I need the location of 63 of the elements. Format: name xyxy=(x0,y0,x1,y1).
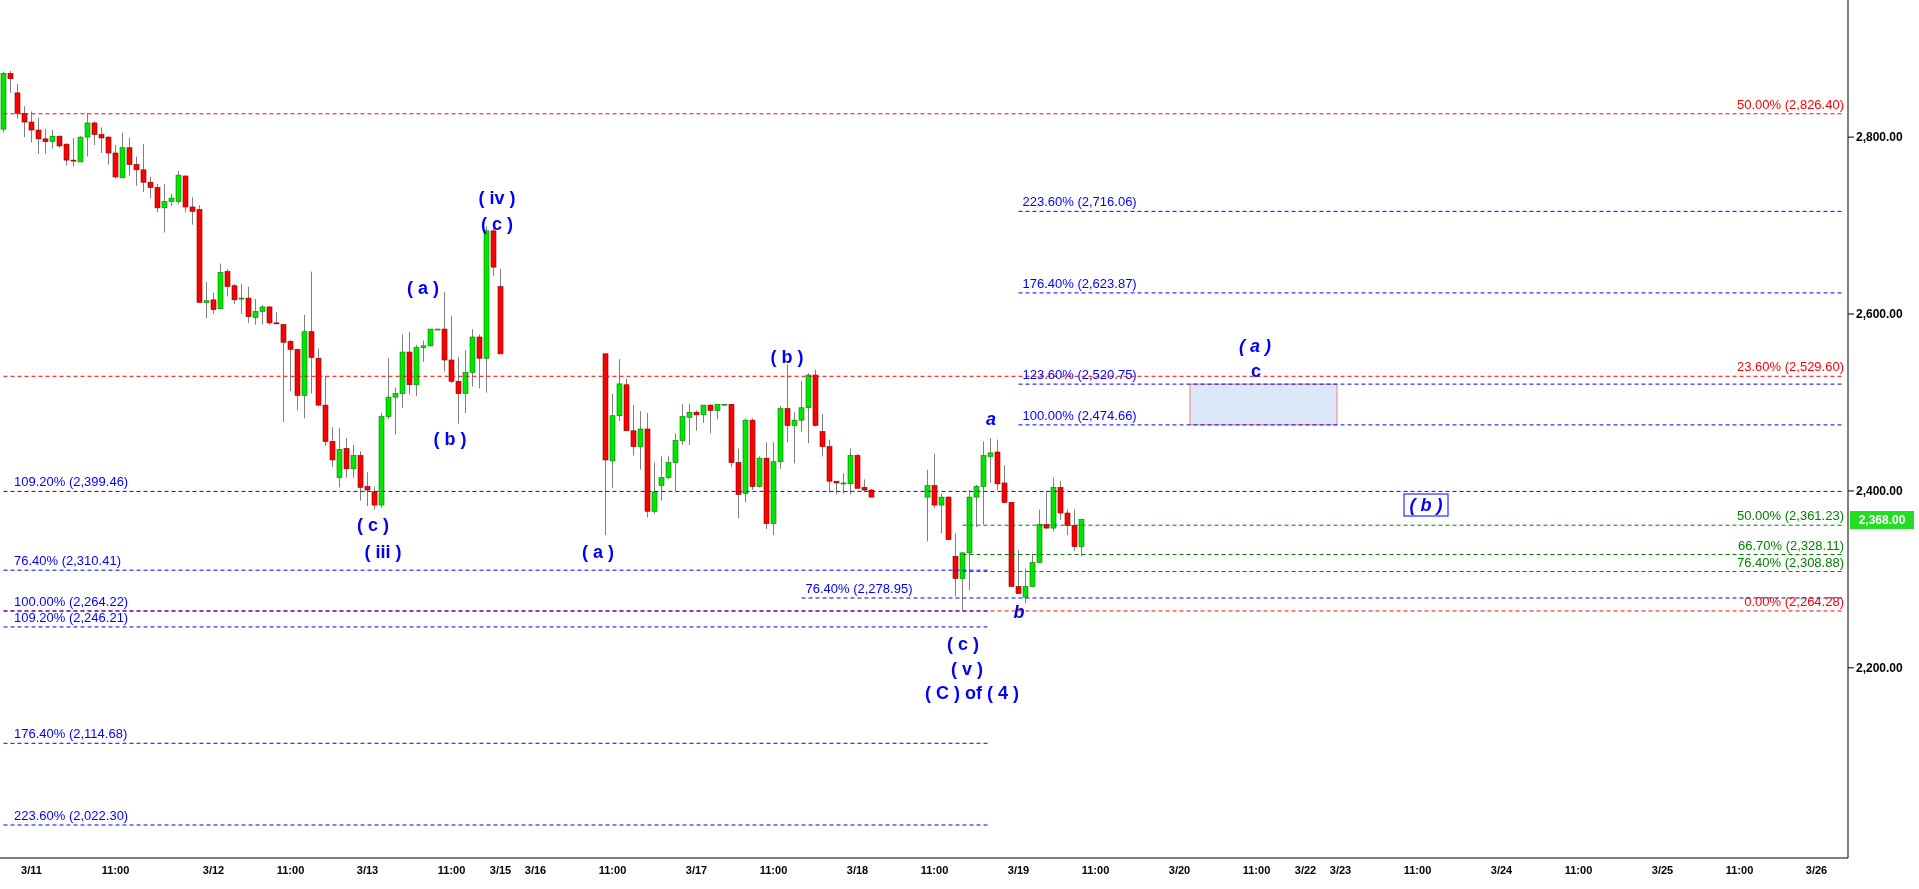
ref-line-label: 76.40% (2,308.88) xyxy=(1737,554,1844,570)
x-tick-label: 3/12 xyxy=(202,863,225,876)
text: 2,368.00 xyxy=(1858,513,1906,527)
annotation: c xyxy=(1250,361,1262,381)
x-tick-label: 11:00 xyxy=(920,863,949,876)
ref-line-label: 0.00% (2,264.28) xyxy=(1744,593,1844,609)
ref-line-label: 223.60% (2,022.30) xyxy=(14,808,129,824)
annotation: ( a ) xyxy=(406,278,440,298)
x-tick-label: 3/20 xyxy=(1168,863,1191,876)
ref-line-label: 50.00% (2,361.23) xyxy=(1737,508,1844,524)
annotation: ( b ) xyxy=(770,347,804,367)
annotation: ( a ) xyxy=(581,542,615,562)
ref-line-label: 100.00% (2,474.66) xyxy=(1022,407,1137,423)
x-tick-label: 3/25 xyxy=(1651,863,1674,876)
x-tick-label: 3/23 xyxy=(1329,863,1352,876)
ref-line-label: 66.70% (2,328.11) xyxy=(1738,537,1844,553)
x-tick-label: 11:00 xyxy=(1564,863,1593,876)
x-tick-label: 11:00 xyxy=(759,863,788,876)
annotation: ( a ) xyxy=(1238,336,1272,356)
ref-line-label: 76.40% (2,278.95) xyxy=(805,580,913,596)
annotation: ( C ) of ( 4 ) xyxy=(925,683,1019,703)
x-tick-label: 3/16 xyxy=(524,863,547,876)
annotation: b xyxy=(1013,602,1025,622)
x-tick-label: 3/11 xyxy=(21,863,42,876)
annotation: ( v ) xyxy=(950,659,984,679)
x-tick-label: 3/17 xyxy=(685,863,708,876)
ref-line-label: 100.00% (2,264.22) xyxy=(14,594,129,610)
ref-line-label: 223.60% (2,716.06) xyxy=(1022,194,1137,210)
y-tick-label: 2,800.00 xyxy=(1856,130,1904,145)
x-tick-label: 3/22 xyxy=(1294,863,1317,876)
x-tick-label: 3/24 xyxy=(1490,863,1514,876)
annotation: ( iii ) xyxy=(364,542,402,562)
ref-line-label: 109.20% (2,399.46) xyxy=(14,474,129,490)
x-tick-label: 11:00 xyxy=(1725,863,1754,876)
ref-line-label: 23.60% (2,529.60) xyxy=(1737,359,1844,375)
x-tick-label: 11:00 xyxy=(598,863,627,876)
x-tick-label: 3/13 xyxy=(356,863,379,876)
x-tick-label: 11:00 xyxy=(1403,863,1432,876)
annotation: ( c ) xyxy=(946,634,980,654)
x-tick-label: 11:00 xyxy=(101,863,130,876)
annotation: ( b ) xyxy=(433,429,467,449)
ref-line-label: 123.60% (2,520.75) xyxy=(1022,367,1137,383)
annotation: ( c ) xyxy=(480,214,514,234)
x-tick-label: 11:00 xyxy=(276,863,305,876)
x-tick-label: 11:00 xyxy=(437,863,466,876)
x-tick-label: 3/15 xyxy=(489,863,512,876)
ref-line-label: 109.20% (2,246.21) xyxy=(14,609,129,625)
ref-line-label: 50.00% (2,826.40) xyxy=(1737,96,1844,112)
ref-line-label: 176.40% (2,114.68) xyxy=(14,726,128,742)
ref-line-label: 76.40% (2,310.41) xyxy=(14,553,121,569)
annotation: ( b ) xyxy=(1409,495,1443,515)
annotation: ( iv ) xyxy=(478,188,516,208)
annotation: ( c ) xyxy=(356,515,390,535)
y-tick-label: 2,400.00 xyxy=(1856,484,1904,499)
ref-line-label: 176.40% (2,623.87) xyxy=(1022,275,1137,291)
x-tick-label: 3/18 xyxy=(846,863,869,876)
x-tick-label: 11:00 xyxy=(1242,863,1271,876)
y-tick-label: 2,600.00 xyxy=(1856,307,1904,322)
annotation: a xyxy=(985,409,997,429)
y-tick-label: 2,200.00 xyxy=(1856,661,1904,676)
x-tick-label: 11:00 xyxy=(1081,863,1110,876)
x-tick-label: 3/26 xyxy=(1805,863,1828,876)
x-tick-label: 3/19 xyxy=(1007,863,1030,876)
